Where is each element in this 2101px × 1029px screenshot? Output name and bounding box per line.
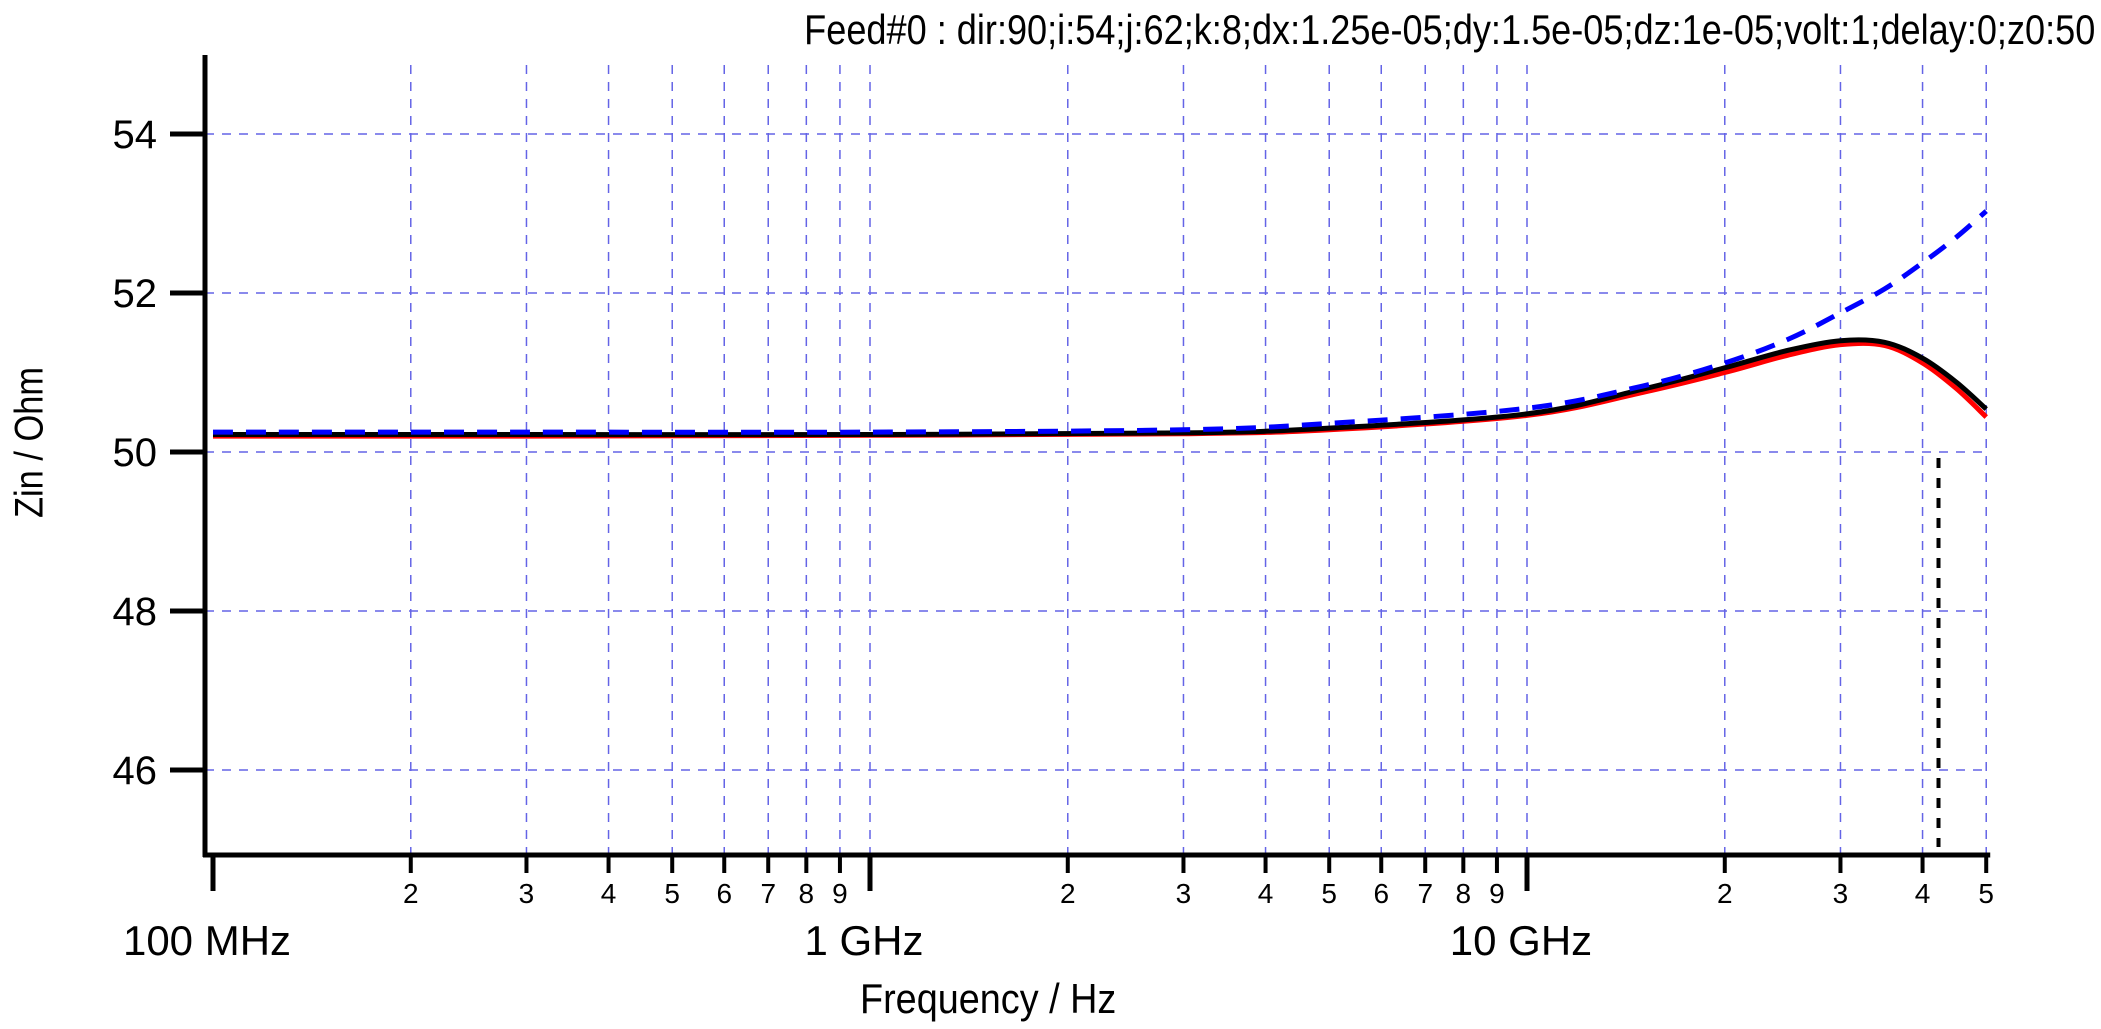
y-tick-label: 52 — [113, 272, 158, 316]
x-minor-tick-label: 7 — [760, 878, 776, 909]
x-minor-tick-label: 6 — [716, 878, 732, 909]
x-minor-tick-label: 3 — [1176, 878, 1192, 909]
series-line-blue-dashed — [212, 209, 1988, 435]
y-tick-label: 54 — [113, 113, 158, 157]
x-major-tick-label: 10 GHz — [1450, 917, 1592, 964]
series-line-black-solid — [213, 337, 1988, 438]
x-minor-tick-label: 3 — [1833, 878, 1849, 909]
x-minor-tick-label: 8 — [1456, 878, 1472, 909]
x-minor-tick-label: 9 — [1489, 878, 1505, 909]
y-tick-label: 50 — [113, 431, 158, 475]
x-major-tick-label: 100 MHz — [123, 917, 291, 964]
y-tick-label: 48 — [113, 590, 158, 634]
x-major-tick-label: 1 GHz — [804, 917, 923, 964]
x-minor-tick-label: 2 — [1717, 878, 1733, 909]
x-minor-tick-label: 4 — [1915, 878, 1931, 909]
x-minor-tick-label: 4 — [1258, 878, 1274, 909]
x-minor-tick-label: 5 — [1321, 878, 1337, 909]
x-minor-tick-label: 2 — [403, 878, 419, 909]
chart-title: Feed#0 : dir:90;i:54;j:62;k:8;dx:1.25e-0… — [803, 6, 2095, 53]
x-minor-tick-label: 5 — [664, 878, 680, 909]
x-minor-tick-label: 9 — [832, 878, 848, 909]
x-minor-tick-label: 4 — [601, 878, 617, 909]
y-tick-label: 46 — [113, 749, 158, 793]
grid-lines — [205, 65, 1987, 855]
x-axis-label: Frequency / Hz — [860, 975, 1117, 1022]
series-line-red-solid — [212, 340, 1988, 439]
x-minor-tick-label: 5 — [1978, 878, 1994, 909]
x-minor-tick-label: 6 — [1373, 878, 1389, 909]
x-minor-tick-label: 7 — [1417, 878, 1433, 909]
data-series — [212, 209, 1988, 847]
x-minor-tick-label: 2 — [1060, 878, 1076, 909]
x-minor-tick-label: 8 — [799, 878, 815, 909]
x-minor-tick-label: 3 — [519, 878, 535, 909]
